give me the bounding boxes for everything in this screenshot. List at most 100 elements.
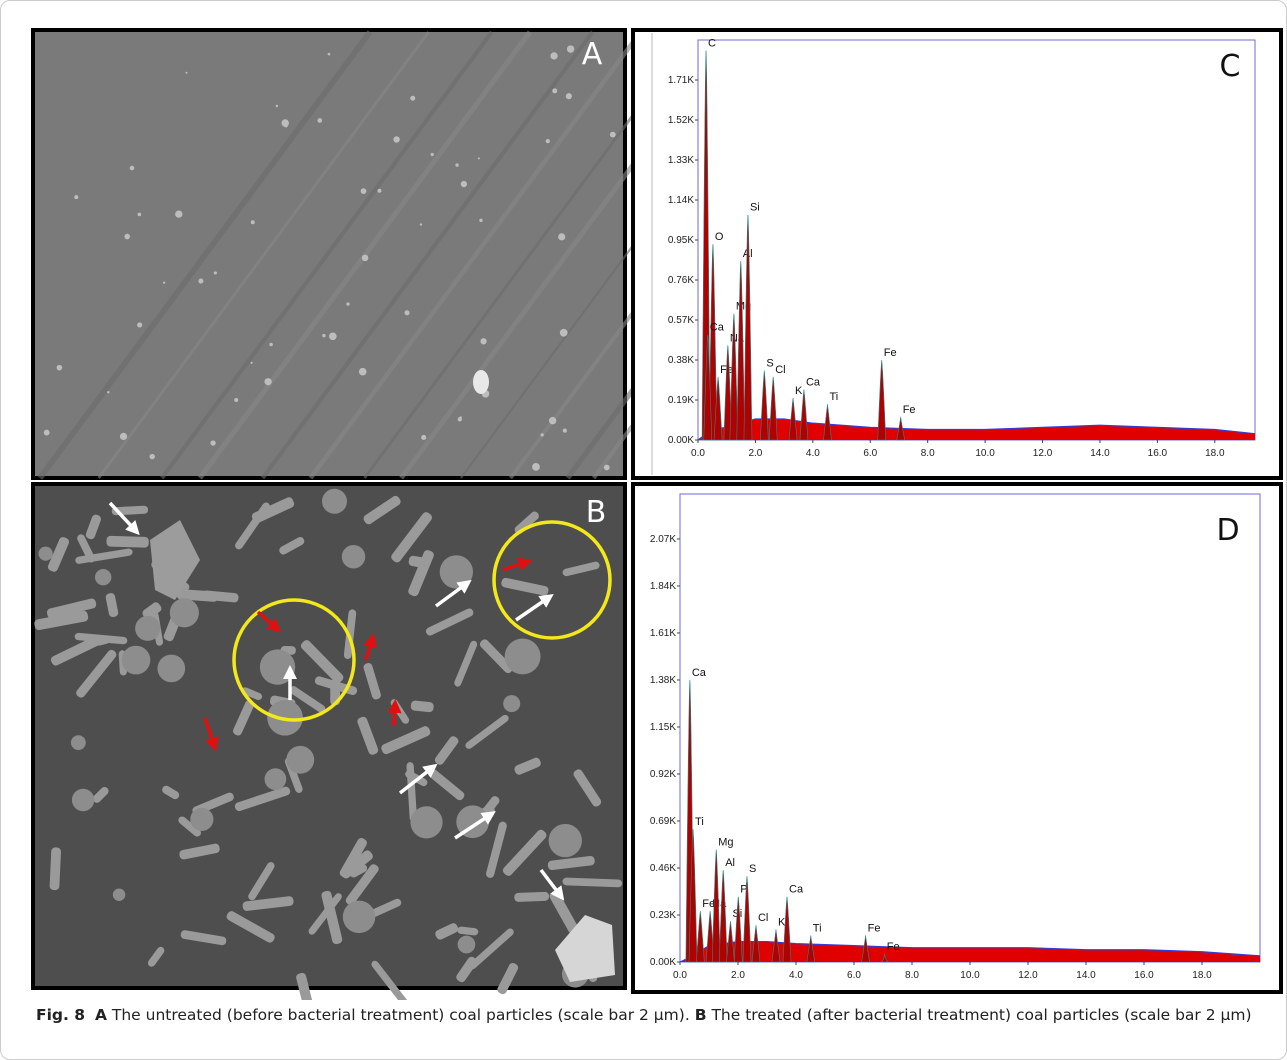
speck [328,53,331,56]
x-tick-label: 16.0 [1134,970,1154,981]
speck [198,279,203,284]
particle [122,646,151,675]
x-tick-label: 18.0 [1192,970,1212,981]
speck [186,72,188,74]
speck [322,334,325,337]
peak-label: S [749,863,756,875]
particle [343,901,375,933]
y-tick-label: 0.57K [668,315,694,326]
particle [440,555,473,588]
speck [563,428,567,432]
speck [138,213,142,217]
particle [342,545,365,568]
y-tick-label: 1.38K [650,675,676,686]
peak-label: K [795,385,803,397]
speck [251,362,253,364]
y-tick-label: 1.14K [668,195,694,206]
speck [329,332,337,340]
red-arrow [394,706,395,725]
bacterium [49,847,61,890]
x-tick-label: 12.0 [1018,970,1038,981]
particle [113,889,125,901]
particle [135,616,160,641]
x-tick-label: 8.0 [921,448,935,459]
speck [404,310,409,315]
speck [566,93,572,99]
particle [458,936,476,954]
speck [604,465,610,471]
peak-label: Al [725,857,735,869]
speck [163,282,165,284]
speck [284,123,288,127]
peak-label: Fe [868,922,881,934]
y-tick-label: 0.38K [668,355,694,366]
y-tick-label: 1.33K [668,155,694,166]
x-tick-label: 10.0 [960,970,980,981]
speck [251,220,255,224]
particle [410,806,442,838]
x-tick-label: 14.0 [1076,970,1096,981]
speck [234,398,238,402]
speck [120,433,127,440]
bacterium [514,892,549,902]
speck [361,188,367,194]
speck [480,338,486,344]
particle [549,824,582,857]
x-tick-label: 2.0 [748,448,762,459]
speck [210,440,215,445]
speck [558,233,565,240]
speck [541,433,544,436]
speck [175,210,182,217]
speck [214,271,217,274]
speck [124,234,130,240]
particle [170,598,199,627]
y-tick-label: 0.76K [668,275,694,286]
particle [72,789,94,811]
speck [150,454,155,459]
particle [71,735,86,750]
y-tick-label: 1.52K [668,115,694,126]
particle [286,746,314,774]
x-tick-label: 14.0 [1090,448,1110,459]
speck [431,153,434,156]
peak-label: Fe [884,347,897,359]
speck [532,463,540,471]
y-tick-label: 0.00K [668,435,694,446]
x-tick-label: 0.0 [673,970,687,981]
particle [505,639,541,675]
speck [107,391,109,393]
caption-a-text: The untreated (before bacterial treatmen… [112,1006,690,1024]
x-tick-label: 12.0 [1033,448,1053,459]
x-tick-label: 2.0 [731,970,745,981]
peak-label: Si [750,202,760,214]
x-tick-label: 10.0 [975,448,995,459]
peak-label: Ca [692,667,707,679]
peak-label: Fe [903,404,916,416]
peak-label: Fe [887,941,900,953]
caption-b-text: The treated (after bacterial treatment) … [711,1006,1251,1024]
panel-letter: D [1216,513,1239,548]
speck [362,255,369,262]
speck [317,118,322,123]
peak-label: Cl [758,912,768,924]
speck [478,157,480,159]
speck [567,45,574,52]
speck [57,365,63,371]
particle [473,370,489,394]
x-tick-label: 8.0 [905,970,919,981]
speck [549,417,556,424]
y-tick-label: 0.69K [650,816,676,827]
speck [546,139,550,143]
particle [39,547,53,561]
particle [503,695,520,712]
speck [264,378,271,385]
peak-label: Cl [775,364,785,376]
peak-label: Ti [813,922,822,934]
speck [458,417,462,421]
particle [265,768,287,790]
eds-panel-d [633,484,1281,992]
caption-a: A [95,1006,107,1024]
panel-letter: B [586,495,607,530]
x-tick-label: 18.0 [1205,448,1225,459]
particle [322,489,347,514]
